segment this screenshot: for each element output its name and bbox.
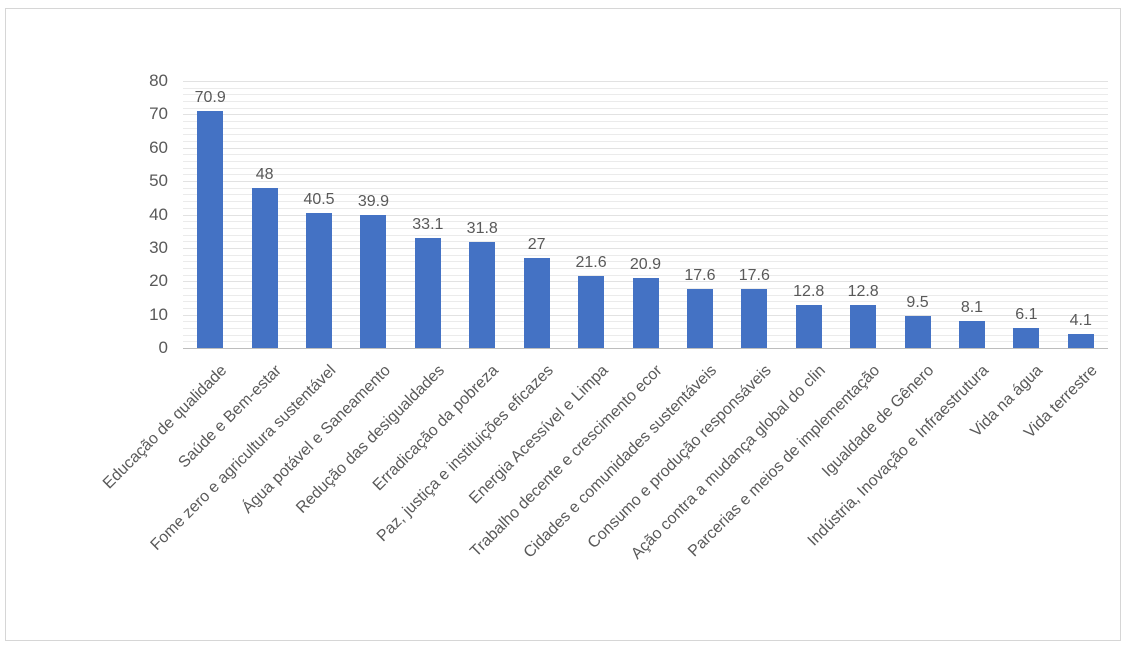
bar: [469, 241, 496, 348]
bar: [1067, 334, 1094, 348]
minor-gridline: [183, 267, 1108, 269]
minor-gridline: [183, 134, 1108, 136]
y-tick-label: 80: [149, 71, 168, 90]
bar-value-label: 39.9: [357, 192, 389, 210]
bar-value-label: 27: [527, 235, 546, 253]
y-tick-label: 10: [149, 304, 168, 324]
major-gridline: [183, 247, 1108, 249]
minor-gridline: [183, 221, 1108, 223]
x-axis-line: [183, 348, 1108, 349]
minor-gridline: [183, 227, 1108, 229]
major-gridline: [183, 181, 1108, 183]
minor-gridline: [183, 241, 1108, 243]
bar-value-label: 12.8: [793, 283, 825, 301]
bar: [958, 320, 985, 348]
bar-value-label: 21.6: [575, 253, 607, 271]
minor-gridline: [183, 187, 1108, 189]
bar-value-label: 48: [255, 165, 274, 183]
y-tick-label: 20: [149, 271, 168, 291]
minor-gridline: [183, 194, 1108, 196]
minor-gridline: [183, 121, 1108, 123]
minor-gridline: [183, 107, 1108, 109]
chart-border-frame: 0 10 20 30 40 50 60 70 80 70.9 Educação de qualida…: [5, 8, 1121, 641]
y-tick-label: 0: [158, 338, 168, 357]
bar-value-label: 6.1: [1015, 305, 1038, 323]
bar: [632, 278, 659, 348]
minor-gridline: [183, 141, 1108, 143]
minor-gridline: [183, 127, 1108, 129]
bar: [197, 111, 224, 348]
major-gridline: [183, 81, 1108, 82]
bar: [251, 187, 278, 348]
bar-value-label: 40.5: [303, 190, 335, 208]
bar: [360, 214, 387, 348]
bar: [686, 289, 713, 348]
bar-value-label: 8.1: [960, 298, 984, 316]
major-gridline: [183, 114, 1108, 116]
bar-value-label: 17.6: [738, 267, 770, 285]
minor-gridline: [183, 161, 1108, 163]
minor-gridline: [183, 201, 1108, 203]
minor-gridline: [183, 154, 1108, 156]
major-gridline: [183, 147, 1108, 149]
major-gridline: [183, 214, 1108, 216]
minor-gridline: [183, 207, 1108, 209]
y-tick-label: 30: [149, 237, 168, 257]
bar-value-label: 70.9: [194, 89, 226, 107]
y-tick-label: 40: [149, 204, 168, 224]
bar: [306, 212, 333, 348]
x-category-label: Cidades e comunidades sustentáveis: [520, 362, 720, 562]
minor-gridline: [183, 261, 1108, 263]
minor-gridline: [183, 101, 1108, 103]
y-tick-label: 50: [149, 171, 168, 191]
bar: [578, 275, 605, 348]
minor-gridline: [183, 167, 1108, 169]
bar-value-label: 9.5: [906, 294, 929, 312]
x-category-label: Saúde e Bem-estar: [175, 362, 285, 472]
bar-value-label: 4.1: [1069, 312, 1092, 330]
y-tick-label: 60: [149, 137, 168, 157]
bar: [904, 316, 931, 348]
bar: [1013, 327, 1040, 348]
bar-value-label: 31.8: [466, 219, 498, 237]
minor-gridline: [183, 254, 1108, 256]
bar-value-label: 17.6: [684, 267, 716, 285]
minor-gridline: [183, 274, 1108, 276]
plot-area: 0 10 20 30 40 50 60 70 80 70.9 Educação de qualida…: [6, 9, 1120, 640]
minor-gridline: [183, 174, 1108, 176]
x-category-label: Parcerias e meios de implementação: [685, 362, 884, 561]
bar: [795, 305, 822, 348]
bar: [414, 237, 441, 348]
x-category-label: Ação contra a mudança global do clin: [628, 362, 829, 563]
minor-gridline: [183, 234, 1108, 236]
bar: [850, 305, 877, 348]
bar-value-label: 20.9: [629, 256, 662, 274]
bar-value-label: 33.1: [412, 215, 444, 233]
bar: [523, 257, 550, 348]
minor-gridline: [183, 87, 1108, 89]
bar-value-label: 12.8: [847, 283, 879, 301]
x-category-label: Trabalho decente e crescimento ecor: [467, 362, 666, 561]
bar: [741, 289, 768, 348]
minor-gridline: [183, 94, 1108, 96]
y-tick-label: 70: [149, 104, 168, 124]
